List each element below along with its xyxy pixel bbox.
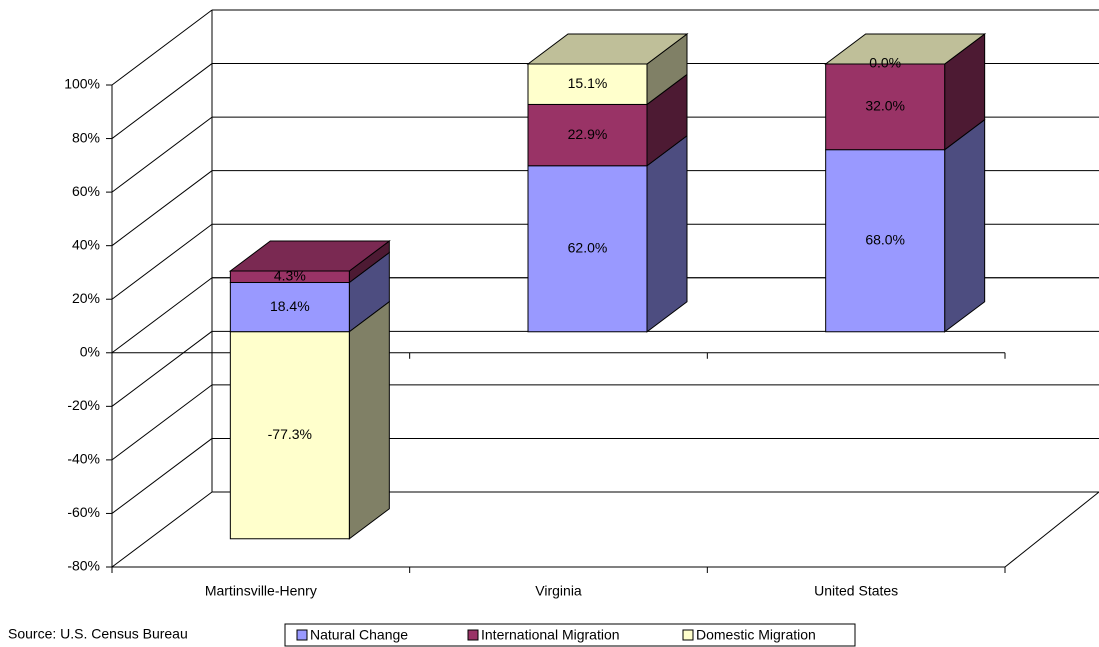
legend-box bbox=[284, 623, 856, 647]
value-label: 0.0% bbox=[869, 55, 901, 71]
value-label: 68.0% bbox=[865, 231, 905, 247]
value-label: -77.3% bbox=[268, 426, 312, 442]
x-tick-label: Martinsville-Henry bbox=[205, 583, 317, 599]
legend-label: International Migration bbox=[481, 627, 620, 643]
bar-side bbox=[348, 300, 390, 540]
y-tick-label: 40% bbox=[72, 236, 100, 252]
legend-label: Natural Change bbox=[310, 627, 408, 643]
value-label: 18.4% bbox=[270, 298, 310, 314]
y-tick-label: 0% bbox=[80, 343, 100, 359]
y-tick-label: 100% bbox=[64, 76, 100, 92]
bar bbox=[825, 149, 946, 333]
value-label: 15.1% bbox=[568, 75, 608, 91]
value-label: 22.9% bbox=[568, 126, 608, 142]
legend-swatch bbox=[682, 629, 694, 641]
bar bbox=[825, 63, 946, 151]
y-tick-label: 80% bbox=[72, 129, 100, 145]
y-tick-label: 20% bbox=[72, 290, 100, 306]
grid-line-side bbox=[111, 116, 213, 193]
bar-side bbox=[646, 134, 688, 333]
x-tick-label: Virginia bbox=[535, 583, 582, 599]
bar bbox=[229, 270, 350, 284]
bar bbox=[527, 63, 648, 105]
floor-right bbox=[1004, 491, 1099, 568]
value-label: 4.3% bbox=[274, 267, 306, 283]
legend-label: Domestic Migration bbox=[696, 627, 816, 643]
grid-line-side bbox=[111, 63, 213, 139]
bar bbox=[527, 103, 648, 167]
grid-line-side bbox=[111, 277, 213, 354]
y-tick-label: 60% bbox=[72, 183, 100, 199]
x-tick-label: United States bbox=[814, 583, 898, 599]
grid-line-side bbox=[111, 223, 213, 300]
y-tick-label: -80% bbox=[67, 558, 100, 574]
bar-top bbox=[824, 33, 987, 65]
grid-line-side bbox=[111, 491, 213, 568]
grid-line-side bbox=[111, 330, 213, 407]
bar bbox=[527, 165, 648, 333]
grid-line-side bbox=[111, 170, 213, 247]
y-tick-label: -60% bbox=[67, 504, 100, 520]
value-label: 32.0% bbox=[865, 98, 905, 114]
bar bbox=[229, 282, 350, 333]
y-tick-label: -20% bbox=[67, 397, 100, 413]
bar bbox=[229, 331, 350, 540]
legend-swatch bbox=[296, 629, 308, 641]
legend-swatch bbox=[467, 629, 479, 641]
grid-line-side bbox=[111, 384, 213, 461]
grid-line-side bbox=[111, 9, 213, 86]
value-label: 62.0% bbox=[568, 239, 608, 255]
y-tick-label: -40% bbox=[67, 451, 100, 467]
grid-line-side bbox=[111, 438, 213, 514]
bar-side bbox=[944, 118, 986, 333]
source-note: Source: U.S. Census Bureau bbox=[8, 626, 188, 642]
